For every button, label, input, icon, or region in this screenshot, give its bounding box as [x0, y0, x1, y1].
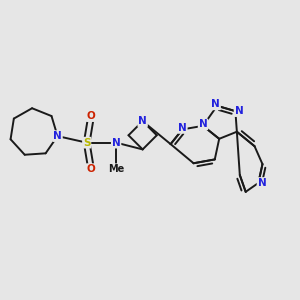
Text: N: N [138, 116, 147, 126]
Text: N: N [199, 119, 207, 129]
Text: O: O [87, 111, 95, 121]
Text: N: N [112, 138, 121, 148]
Text: N: N [178, 123, 187, 133]
Text: S: S [83, 138, 90, 148]
Text: N: N [53, 131, 62, 141]
Text: N: N [211, 99, 220, 110]
Text: O: O [87, 164, 95, 174]
Text: N: N [235, 106, 243, 116]
Text: Me: Me [108, 164, 124, 174]
Text: N: N [257, 178, 266, 188]
